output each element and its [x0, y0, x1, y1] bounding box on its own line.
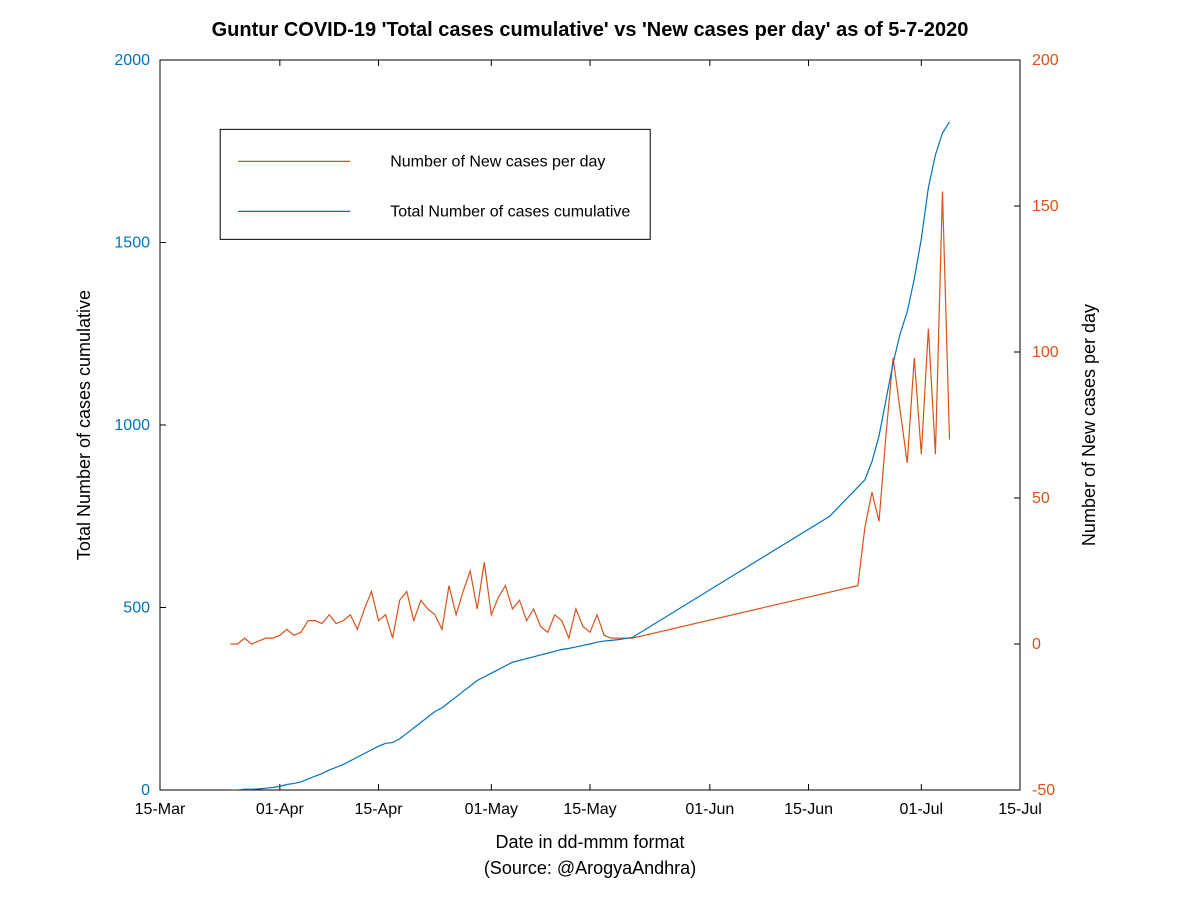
right-y-axis-label: Number of New cases per day: [1079, 304, 1099, 546]
legend: Number of New cases per day Total Number …: [220, 129, 650, 239]
left-y-tick-label: 0: [141, 782, 150, 799]
x-axis-sublabel: (Source: @ArogyaAndhra): [484, 858, 696, 878]
left-y-tick-label: 2000: [114, 52, 150, 69]
right-y-tick-label: 200: [1032, 52, 1059, 69]
chart-title: Guntur COVID-19 'Total cases cumulative'…: [212, 19, 969, 41]
chart-container: 15-Mar 01-Apr 15-Apr 01-May 15-May 01-Jun 15-J…: [0, 0, 1200, 900]
x-axis-label: Date in dd-mmm format: [495, 832, 684, 852]
x-tick-label: 15-Jul: [998, 801, 1042, 818]
x-tick-label: 01-Jun: [685, 801, 734, 818]
x-tick-label: 15-Mar: [135, 801, 186, 818]
x-tick-label: 01-Apr: [256, 801, 305, 818]
left-y-tick-label: 500: [123, 600, 150, 617]
left-y-axis-label: Total Number of cases cumulative: [74, 290, 94, 560]
right-y-tick-label: 100: [1032, 344, 1059, 361]
left-y-tick-label: 1500: [114, 235, 150, 252]
legend-label: Number of New cases per day: [390, 153, 605, 170]
x-tick-label: 01-May: [465, 801, 518, 818]
x-tick-label: 15-Jun: [784, 801, 833, 818]
chart-svg: 15-Mar 01-Apr 15-Apr 01-May 15-May 01-Jun 15-J…: [0, 0, 1200, 900]
right-y-tick-label: 0: [1032, 636, 1041, 653]
right-y-tick-label: -50: [1032, 782, 1055, 799]
x-tick-label: 15-Apr: [355, 801, 404, 818]
right-y-tick-label: 50: [1032, 490, 1050, 507]
legend-label: Total Number of cases cumulative: [390, 203, 630, 220]
left-y-tick-label: 1000: [114, 417, 150, 434]
x-tick-label: 01-Jul: [900, 801, 944, 818]
right-y-tick-label: 150: [1032, 198, 1059, 215]
x-tick-label: 15-May: [563, 801, 616, 818]
